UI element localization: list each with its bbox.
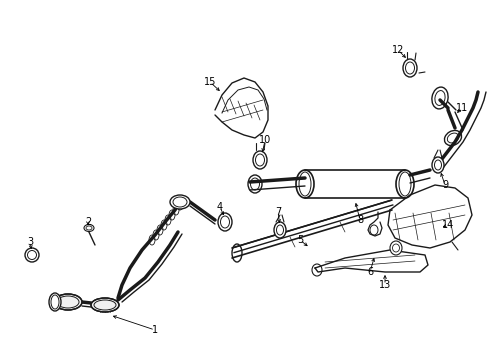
Ellipse shape [84,225,94,231]
Ellipse shape [91,298,119,312]
Ellipse shape [389,241,401,255]
Text: 7: 7 [274,207,281,217]
Text: 3: 3 [27,237,33,247]
Ellipse shape [252,151,266,169]
Ellipse shape [218,213,231,231]
Text: 15: 15 [203,77,216,87]
Text: 11: 11 [455,103,467,113]
Text: 8: 8 [356,215,362,225]
Ellipse shape [170,195,190,209]
Ellipse shape [273,222,285,238]
Ellipse shape [49,293,61,311]
Text: 4: 4 [217,202,223,212]
Text: 10: 10 [258,135,270,145]
Ellipse shape [25,248,39,262]
Ellipse shape [54,294,82,310]
Ellipse shape [431,157,443,173]
Text: 12: 12 [391,45,404,55]
Text: 5: 5 [296,235,303,245]
Ellipse shape [402,59,416,77]
Text: 13: 13 [378,280,390,290]
Text: 9: 9 [441,180,447,190]
Text: 2: 2 [85,217,91,227]
Text: 6: 6 [366,267,372,277]
Text: 1: 1 [152,325,158,335]
Text: 14: 14 [441,220,453,230]
